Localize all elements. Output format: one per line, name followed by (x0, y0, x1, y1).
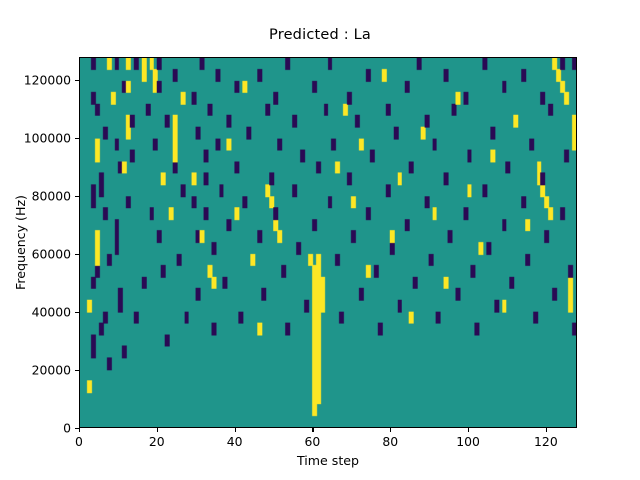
y-tick-label: 40000 (31, 304, 71, 320)
x-tick-mark (79, 428, 81, 432)
x-tick-label: 120 (534, 434, 558, 449)
x-tick-label: 0 (75, 434, 83, 449)
x-tick-label: 100 (456, 434, 480, 449)
chart-title: Predicted : La (269, 27, 371, 43)
x-tick-mark (234, 428, 236, 432)
y-tick-label: 20000 (31, 362, 71, 378)
y-tick-label: 60000 (31, 246, 71, 262)
y-axis-label: Frequency (Hz) (13, 195, 28, 290)
x-tick-label: 60 (304, 434, 321, 449)
heatmap-axes (79, 57, 577, 428)
y-tick-mark (75, 370, 79, 372)
y-tick-label: 0 (63, 420, 71, 436)
y-tick-label: 80000 (31, 188, 71, 204)
y-tick-mark (75, 196, 79, 198)
x-tick-label: 20 (148, 434, 165, 449)
y-tick-label: 120000 (23, 72, 71, 88)
y-tick-mark (75, 312, 79, 314)
x-tick-mark (545, 428, 547, 432)
y-tick-mark (75, 428, 79, 430)
y-tick-mark (75, 80, 79, 82)
x-tick-mark (390, 428, 392, 432)
y-tick-mark (75, 254, 79, 256)
x-tick-mark (312, 428, 314, 432)
x-tick-label: 40 (226, 434, 243, 449)
x-tick-mark (156, 428, 158, 432)
y-tick-label: 100000 (23, 130, 71, 146)
heatmap-image (80, 58, 576, 427)
y-tick-mark (75, 138, 79, 140)
x-axis-label: Time step (296, 453, 360, 468)
x-tick-label: 80 (382, 434, 399, 449)
x-tick-mark (468, 428, 470, 432)
